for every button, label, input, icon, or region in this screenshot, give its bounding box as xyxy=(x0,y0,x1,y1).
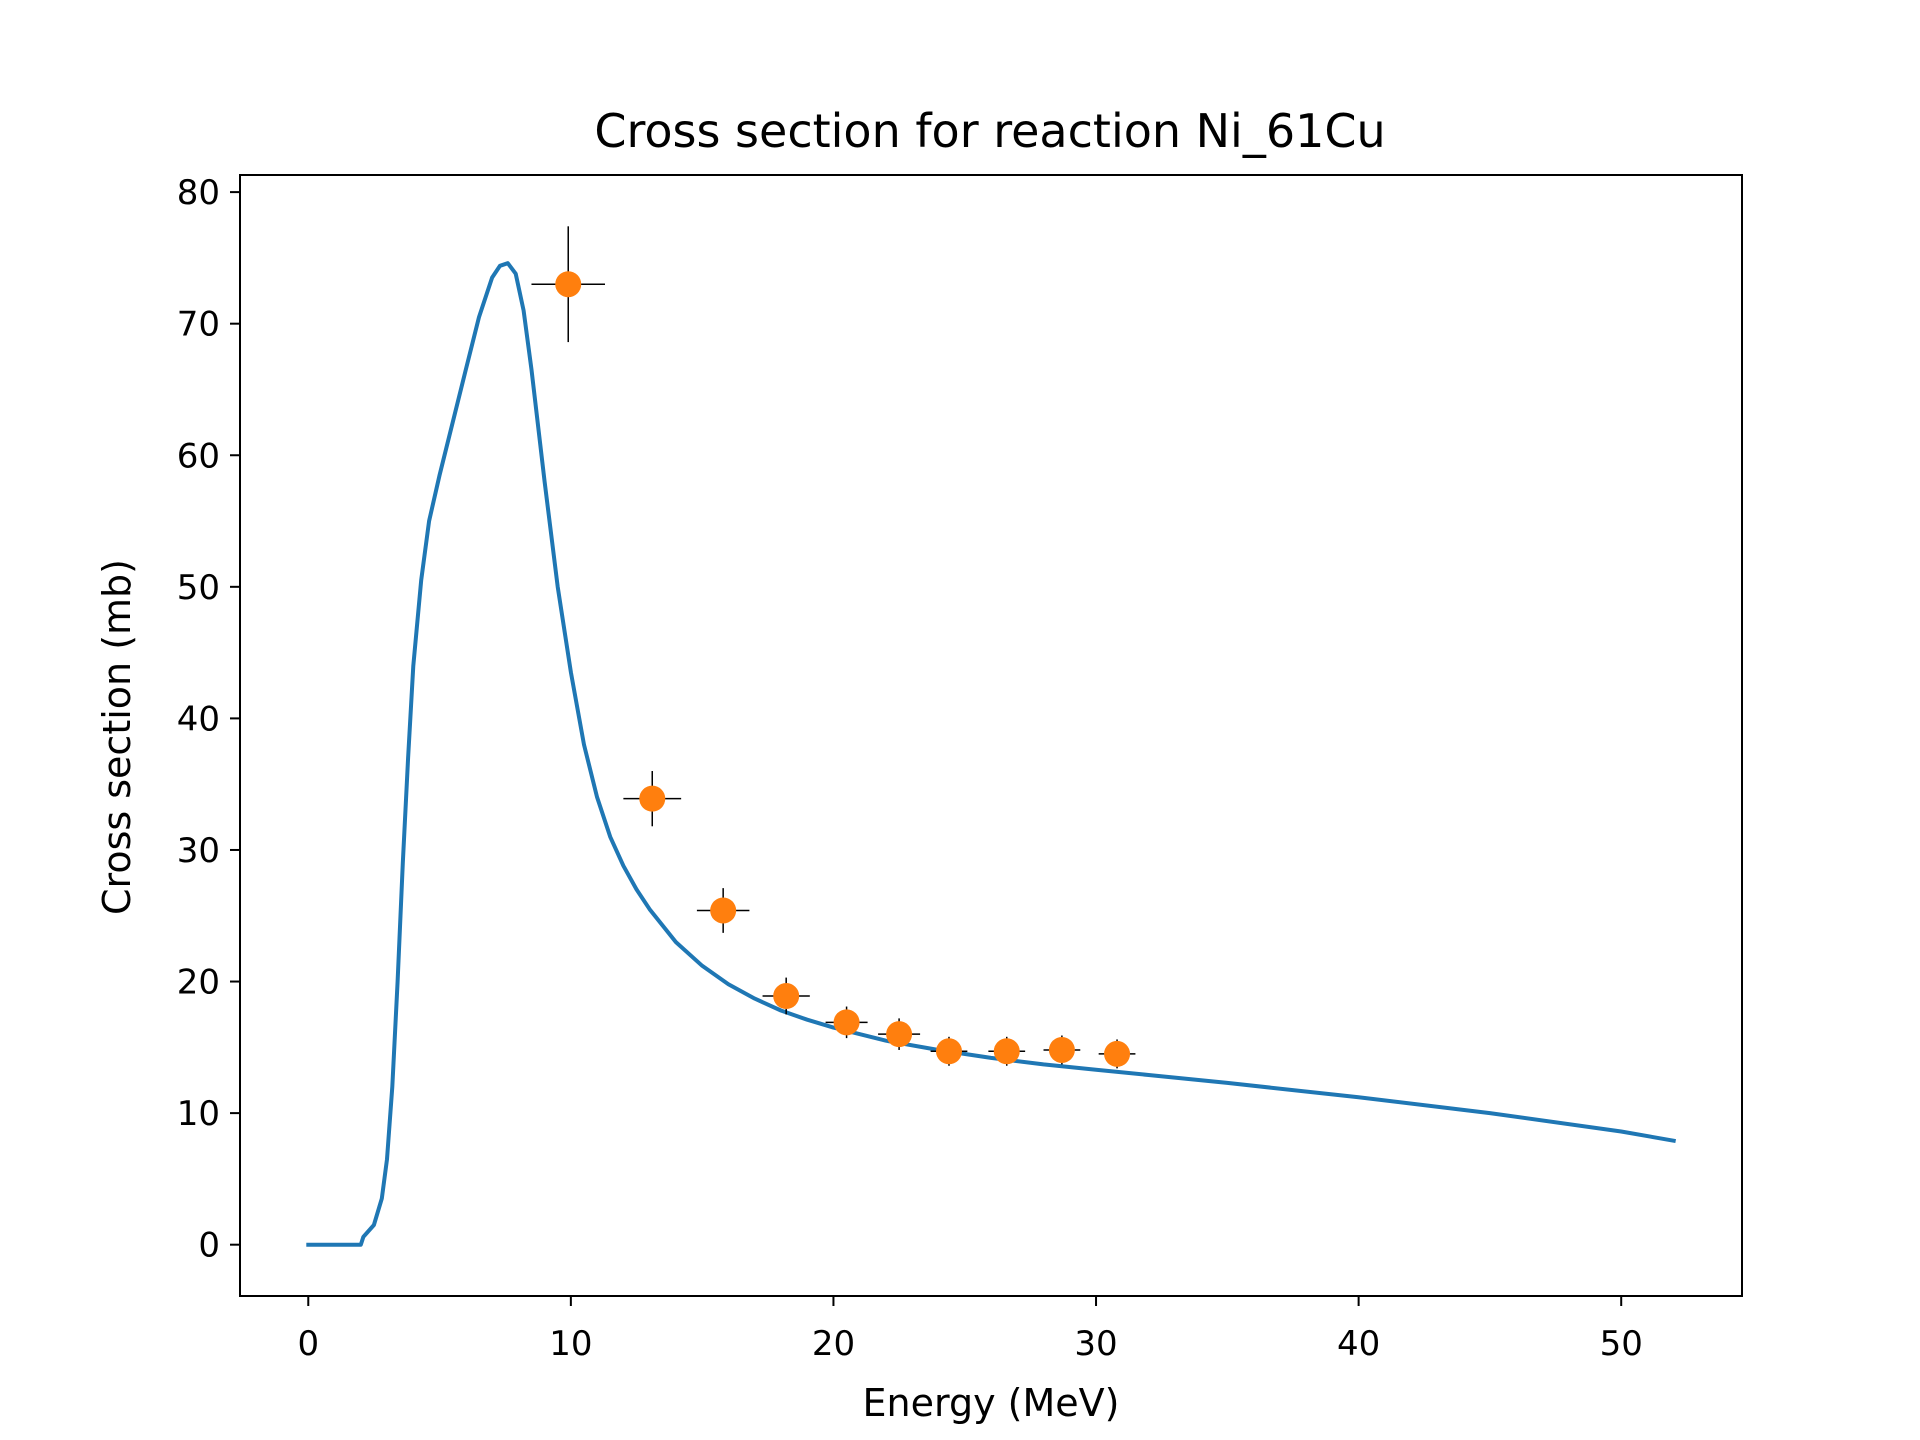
data-point xyxy=(773,983,800,1010)
chart-title: Cross section for reaction Ni_61Cu xyxy=(594,104,1385,158)
x-tick-label: 0 xyxy=(297,1324,319,1364)
y-tick-label: 20 xyxy=(177,963,220,1003)
y-tick-label: 80 xyxy=(177,173,220,213)
y-axis-label: Cross section (mb) xyxy=(95,559,139,915)
y-tick-label: 70 xyxy=(177,305,220,345)
data-point xyxy=(886,1021,913,1048)
y-axis: 0 10 20 30 40 50 60 70 80 xyxy=(177,173,240,1266)
data-point xyxy=(993,1038,1020,1065)
x-tick-label: 10 xyxy=(549,1324,592,1364)
x-tick-label: 30 xyxy=(1074,1324,1117,1364)
x-tick-label: 20 xyxy=(812,1324,855,1364)
y-tick-label: 10 xyxy=(177,1094,220,1134)
x-axis-label: Energy (MeV) xyxy=(863,1381,1120,1425)
series-line xyxy=(306,261,1677,1247)
data-point xyxy=(833,1009,860,1036)
y-tick-label: 30 xyxy=(177,831,220,871)
y-tick-label: 40 xyxy=(177,699,220,739)
data-point xyxy=(1104,1040,1131,1067)
y-tick-label: 60 xyxy=(177,436,220,476)
data-point xyxy=(639,785,666,812)
x-tick-label: 40 xyxy=(1337,1324,1380,1364)
y-tick-label: 50 xyxy=(177,568,220,608)
plot-area xyxy=(306,226,1677,1247)
x-tick-label: 50 xyxy=(1600,1324,1643,1364)
data-point xyxy=(710,897,737,924)
x-axis: 0 10 20 30 40 50 xyxy=(297,1296,1643,1364)
data-point xyxy=(1048,1036,1075,1063)
plot-frame xyxy=(239,174,1743,1297)
data-point xyxy=(555,271,582,298)
data-point xyxy=(935,1038,962,1065)
y-tick-label: 0 xyxy=(198,1226,220,1266)
